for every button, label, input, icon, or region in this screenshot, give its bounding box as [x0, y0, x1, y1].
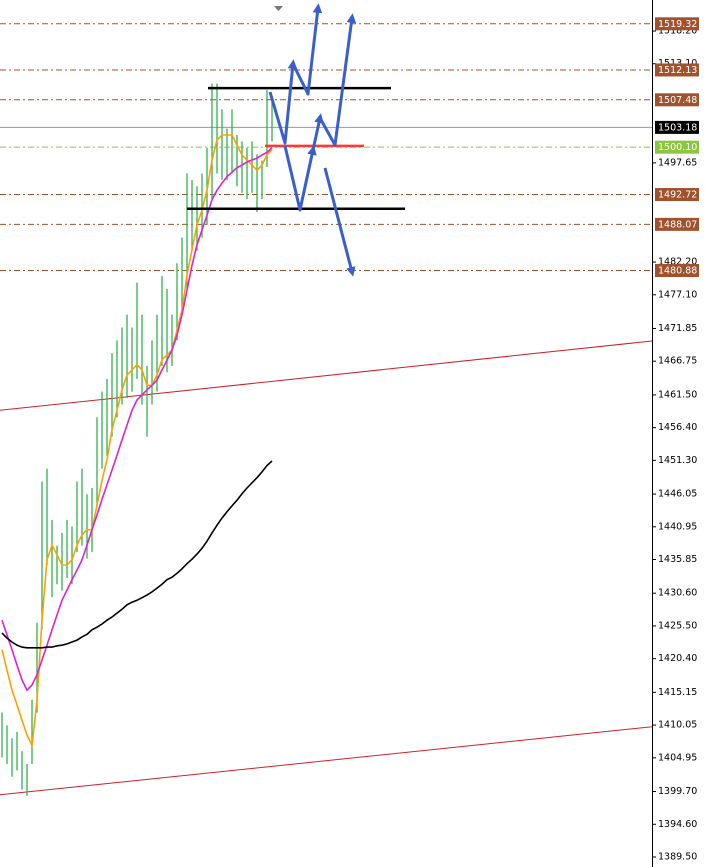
arrow [318, 13, 357, 147]
y-tick-label: 1497.65 [658, 157, 697, 168]
price-axis: 1518.201513.101497.651482.201477.101471.… [652, 0, 699, 867]
y-tick-label: 1471.85 [658, 323, 697, 334]
projection-arrows [268, 3, 357, 277]
level-label: 1512.13 [658, 65, 697, 76]
level-label: 1492.72 [658, 190, 697, 201]
arrow [311, 113, 324, 151]
level-label: 1480.88 [658, 266, 697, 277]
level-label: 1503.18 [658, 122, 697, 133]
level-label-bg [655, 188, 699, 202]
level-label-bg [655, 63, 699, 77]
level-label-bg [655, 264, 699, 278]
y-tick-label: 1399.70 [658, 786, 697, 797]
level-label: 1500.10 [658, 142, 697, 153]
y-tick-label: 1477.10 [658, 289, 697, 300]
y-tick-label: 1425.50 [658, 620, 697, 631]
y-tick-label: 1415.15 [658, 687, 697, 698]
level-label-bg [655, 93, 699, 107]
y-tick-label: 1518.20 [658, 25, 697, 36]
level-label: 1507.48 [658, 95, 697, 106]
marker [274, 6, 283, 11]
y-tick-label: 1404.95 [658, 752, 697, 763]
y-tick-label: 1461.50 [658, 389, 697, 400]
level-label: 1519.32 [658, 19, 697, 30]
arrow [323, 167, 356, 277]
level-label-bg [655, 17, 699, 31]
moving-average [1, 134, 273, 749]
trend-line [0, 340, 653, 411]
y-tick-label: 1430.60 [658, 588, 697, 599]
level-label: 1488.07 [658, 219, 697, 230]
y-tick-label: 1420.40 [658, 653, 697, 664]
moving-average [1, 460, 273, 649]
plot-area [0, 23, 653, 797]
level-label-bg [655, 140, 699, 154]
y-tick-label: 1394.60 [658, 819, 697, 830]
y-tick-label: 1466.75 [658, 356, 697, 367]
y-tick-label: 1389.50 [658, 851, 697, 862]
level-label-bg [655, 217, 699, 231]
y-tick-label: 1410.05 [658, 720, 697, 731]
y-tick-label: 1482.20 [658, 257, 697, 268]
level-label-bg [655, 120, 699, 134]
arrow [283, 145, 317, 212]
arrow [268, 59, 298, 145]
arrow [291, 3, 323, 96]
moving-average [1, 147, 273, 692]
y-tick-label: 1440.95 [658, 521, 697, 532]
y-tick-label: 1435.85 [658, 554, 697, 565]
trend-line [0, 726, 653, 796]
y-tick-label: 1456.40 [658, 422, 697, 433]
y-tick-label: 1451.30 [658, 455, 697, 466]
y-tick-label: 1446.05 [658, 489, 697, 500]
